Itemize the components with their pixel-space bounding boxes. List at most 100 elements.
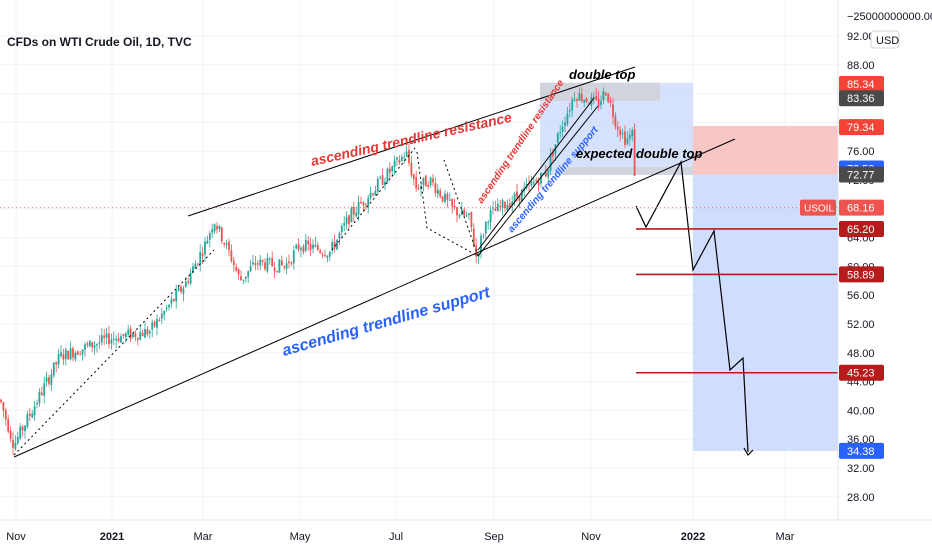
candle-body bbox=[156, 318, 158, 328]
price-label-badge bbox=[839, 442, 884, 459]
price-label-badge bbox=[839, 364, 884, 381]
candle-body bbox=[350, 208, 353, 223]
candle-body bbox=[544, 172, 547, 177]
inner-support-line bbox=[477, 105, 599, 257]
candle-body bbox=[583, 100, 586, 104]
candle-body bbox=[424, 175, 427, 187]
candle-body bbox=[295, 245, 298, 249]
symbol-title: CFDs on WTI Crude Oil, 1D, TVC bbox=[7, 35, 192, 49]
candle-body bbox=[103, 335, 106, 338]
candle-body bbox=[36, 402, 38, 405]
candle-body bbox=[40, 392, 43, 395]
candle-body bbox=[372, 193, 374, 196]
candle-body bbox=[388, 168, 391, 173]
candle-body bbox=[192, 266, 194, 273]
time-tick-label: Mar bbox=[194, 531, 213, 543]
candle-body bbox=[530, 181, 533, 186]
candle-body bbox=[223, 243, 226, 245]
candle-body bbox=[0, 399, 2, 403]
price-label-text: 34.38 bbox=[847, 446, 875, 458]
stop-loss-zone bbox=[693, 126, 838, 175]
candle-body bbox=[441, 196, 444, 202]
candle-body bbox=[333, 241, 336, 249]
candle-body bbox=[472, 228, 475, 247]
time-tick-label: May bbox=[290, 531, 311, 543]
candle-body bbox=[484, 222, 487, 234]
support-line bbox=[13, 138, 736, 458]
candle-body bbox=[321, 254, 324, 256]
candle-body bbox=[148, 331, 151, 334]
candle-body bbox=[28, 413, 31, 416]
candle-body bbox=[48, 377, 50, 384]
candle-body bbox=[283, 266, 286, 268]
candle-body bbox=[364, 204, 367, 206]
price-label-badge bbox=[839, 166, 884, 183]
currency-button-label: USD bbox=[876, 35, 899, 47]
candle-body bbox=[26, 414, 29, 427]
candle-body bbox=[556, 133, 559, 143]
price-label-text: 85.34 bbox=[847, 79, 875, 91]
candle-body bbox=[52, 362, 55, 376]
time-axis[interactable]: Nov 2021 Mar May Jul Sep Nov 2022 Mar bbox=[6, 531, 795, 543]
candle-body bbox=[549, 154, 552, 171]
candle-body bbox=[225, 243, 228, 246]
candle-body bbox=[81, 349, 84, 355]
candle-body bbox=[448, 199, 451, 201]
candle-body bbox=[518, 195, 521, 201]
candle-body bbox=[213, 224, 216, 232]
candle-body bbox=[314, 244, 317, 247]
candle-body bbox=[153, 321, 156, 327]
candle-body bbox=[624, 131, 626, 145]
candle-body bbox=[573, 99, 576, 101]
candle-body bbox=[547, 169, 550, 178]
candle-body bbox=[597, 98, 600, 107]
price-label-text: 68.16 bbox=[847, 203, 875, 215]
candle-body bbox=[340, 225, 343, 233]
candle-body bbox=[552, 152, 554, 157]
time-tick-label: Nov bbox=[581, 531, 601, 543]
candle-body bbox=[348, 215, 350, 225]
candle-body bbox=[38, 391, 41, 404]
price-tick-label: 76.00 bbox=[847, 146, 875, 158]
candle-body bbox=[408, 150, 410, 163]
candle-body bbox=[494, 208, 497, 211]
candlestick-series bbox=[0, 87, 636, 456]
candle-body bbox=[609, 100, 612, 103]
candle-body bbox=[307, 240, 310, 245]
candle-body bbox=[628, 134, 631, 139]
candle-body bbox=[367, 198, 370, 207]
candle-body bbox=[261, 260, 264, 262]
price-tick-label: 28.00 bbox=[847, 492, 875, 504]
candle-body bbox=[600, 101, 602, 105]
candle-body bbox=[88, 340, 91, 347]
candle-body bbox=[465, 215, 468, 217]
candle-body bbox=[7, 418, 10, 432]
price-label-badge bbox=[839, 119, 884, 136]
candle-body bbox=[316, 244, 319, 250]
candle-body bbox=[352, 206, 355, 215]
candle-body bbox=[259, 259, 262, 266]
candle-body bbox=[33, 406, 36, 416]
candle-body bbox=[184, 281, 187, 288]
candle-body bbox=[180, 286, 182, 292]
candle-body bbox=[508, 203, 511, 208]
inner-resistance-line bbox=[477, 97, 595, 251]
time-tick-label: Jul bbox=[389, 531, 403, 543]
candle-body bbox=[60, 352, 62, 356]
candle-body bbox=[436, 189, 439, 195]
currency-button[interactable] bbox=[870, 30, 900, 49]
candle-body bbox=[621, 132, 624, 134]
candle-body bbox=[451, 198, 454, 207]
candle-body bbox=[386, 168, 389, 183]
candle-body bbox=[146, 328, 149, 335]
price-tick-label: 88.00 bbox=[847, 60, 875, 72]
candle-body bbox=[300, 248, 302, 250]
candle-body bbox=[252, 262, 254, 265]
candle-body bbox=[110, 339, 113, 344]
candle-body bbox=[391, 166, 394, 172]
price-label-text: 83.36 bbox=[847, 93, 875, 105]
trade-zones bbox=[540, 82, 838, 451]
price-tick-label: 40.00 bbox=[847, 405, 875, 417]
time-tick-label: 2021 bbox=[100, 531, 124, 543]
